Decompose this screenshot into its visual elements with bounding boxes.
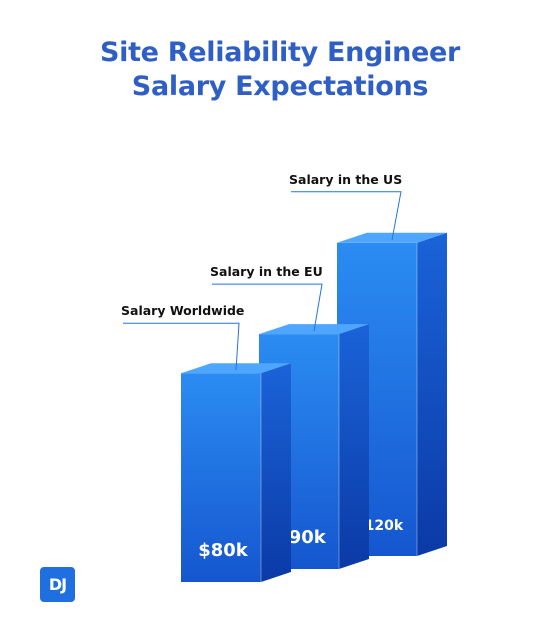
bar-1: $80k bbox=[181, 363, 291, 582]
bar-front-1 bbox=[181, 373, 261, 582]
leader-lines-group bbox=[123, 191, 402, 371]
chart-title-line-2: Salary Expectations bbox=[131, 71, 429, 102]
category-labels-group: Salary Worldwide Salary in the EU Salary i… bbox=[121, 172, 402, 318]
chart-title-line-1: Site Reliability Engineer bbox=[99, 37, 461, 68]
category-label-2: Salary in the EU bbox=[210, 264, 323, 279]
leader-line-3 bbox=[291, 191, 402, 240]
bar-side-3 bbox=[417, 232, 447, 557]
bar-side-2 bbox=[339, 324, 369, 569]
bar-side-1 bbox=[261, 363, 291, 582]
chart-title: Site Reliability Engineer Salary Expecta… bbox=[0, 36, 560, 104]
category-label-3: Salary in the US bbox=[289, 172, 402, 187]
category-label-1: Salary Worldwide bbox=[121, 303, 244, 318]
leader-line-1 bbox=[123, 322, 240, 371]
bars-group: $120k$90k$80k bbox=[181, 232, 447, 582]
dj-logo: DJ bbox=[40, 567, 75, 602]
leader-line-2 bbox=[212, 283, 323, 332]
bar-value-label-1: $80k bbox=[198, 540, 249, 561]
logo-text: DJ bbox=[48, 575, 67, 594]
